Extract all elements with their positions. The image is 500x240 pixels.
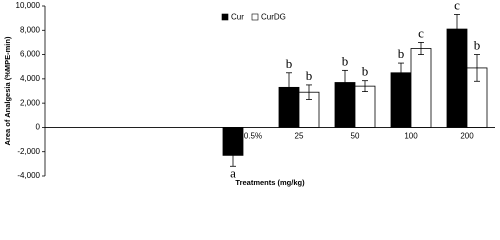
significance-letter: b: [342, 53, 349, 68]
y-tick-label: 0: [36, 123, 41, 132]
significance-letter: b: [306, 68, 313, 83]
y-tick-label: 4,000: [20, 74, 41, 83]
legend-label: CurDG: [261, 13, 286, 22]
x-tick-label: 0.5%: [244, 132, 262, 141]
y-tick-label: 8,000: [20, 25, 41, 34]
bar: [410, 48, 432, 128]
x-tick-label: 25: [295, 132, 304, 141]
significance-letter: b: [398, 46, 405, 61]
y-tick-label: 10,000: [16, 1, 41, 10]
x-tick-label: 50: [351, 132, 360, 141]
y-tick-label: 2,000: [20, 98, 41, 107]
significance-letter: b: [286, 56, 293, 71]
significance-letter: c: [454, 0, 460, 12]
y-tick-label: 6,000: [20, 50, 41, 59]
y-axis-title: Area of Analgesia (%MPE-min): [3, 36, 12, 145]
significance-letter: b: [474, 38, 481, 53]
significance-letter: a: [230, 165, 236, 180]
chart: Treatments (mg/kg) Area of Analgesia (%M…: [3, 0, 495, 187]
y-tick-label: -4,000: [17, 171, 40, 180]
legend-label: Cur: [231, 13, 244, 22]
x-tick-label: 100: [404, 132, 418, 141]
significance-letter: b: [362, 64, 369, 79]
x-axis-title: Treatments (mg/kg): [235, 178, 305, 187]
x-tick-label: 200: [460, 132, 474, 141]
significance-letter: c: [418, 25, 424, 40]
bar: [354, 85, 376, 128]
legend-swatch: [221, 13, 229, 21]
legend-swatch: [251, 13, 259, 21]
y-tick-label: -2,000: [17, 147, 40, 156]
